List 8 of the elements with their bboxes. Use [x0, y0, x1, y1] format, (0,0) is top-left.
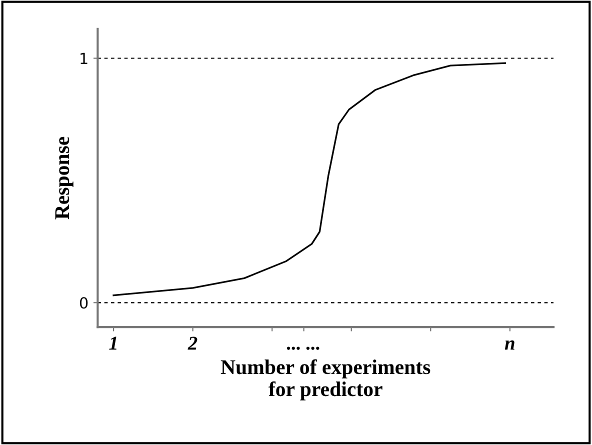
y-axis-title: Response	[55, 136, 74, 220]
x-tick-label: 2	[188, 336, 198, 350]
x-tick-label: 1	[109, 336, 116, 350]
x-axis-title: Number of experiments for predictor	[220, 359, 430, 400]
line-series	[112, 62, 506, 296]
x-tick-label: ... ...	[286, 346, 320, 350]
y-tick-label: 0	[80, 297, 88, 309]
x-tick-label: n	[504, 340, 514, 350]
